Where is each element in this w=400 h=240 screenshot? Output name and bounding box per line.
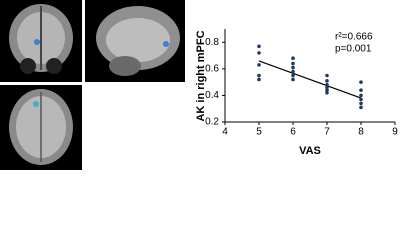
point bbox=[291, 73, 295, 78]
point bbox=[291, 61, 295, 66]
point bbox=[291, 65, 295, 70]
brain-sagittal bbox=[85, 0, 185, 82]
y-tick-label: 0.2 bbox=[205, 117, 219, 128]
x-tick-label: 9 bbox=[392, 127, 398, 138]
y-axis-label: AK in right mPFC bbox=[195, 30, 207, 121]
point bbox=[359, 93, 363, 98]
x-axis-label: VAS bbox=[299, 145, 321, 157]
point bbox=[257, 73, 261, 78]
y-tick-label: 0.4 bbox=[205, 90, 219, 101]
point bbox=[359, 101, 363, 106]
x-tick-label: 7 bbox=[324, 127, 330, 138]
x-tick-label: 8 bbox=[358, 127, 364, 138]
point bbox=[359, 88, 363, 92]
point bbox=[359, 105, 363, 110]
brain-axial bbox=[0, 85, 82, 170]
point bbox=[325, 90, 329, 95]
point bbox=[325, 79, 329, 83]
x-tick-label: 4 bbox=[222, 127, 228, 138]
y-tick-label: 0.8 bbox=[205, 37, 219, 48]
fit-line bbox=[258, 60, 362, 99]
point bbox=[257, 51, 261, 55]
figure: VAS AK in right mPFC r²=0.666 p=0.001 4 5… bbox=[0, 0, 398, 170]
point bbox=[291, 69, 295, 74]
point bbox=[325, 88, 329, 92]
point bbox=[257, 63, 261, 67]
x-tick-label: 6 bbox=[290, 127, 296, 138]
x-tick-label: 5 bbox=[256, 127, 262, 138]
point bbox=[257, 44, 261, 49]
point bbox=[359, 80, 363, 84]
point bbox=[325, 85, 329, 90]
point bbox=[359, 97, 363, 102]
y-tick-label: 0.6 bbox=[205, 63, 219, 74]
brain-coronal bbox=[0, 0, 82, 82]
point bbox=[291, 56, 295, 61]
point bbox=[325, 83, 329, 87]
point bbox=[291, 77, 295, 82]
annotation: r²=0.666 bbox=[335, 32, 373, 43]
annotation: p=0.001 bbox=[335, 44, 372, 55]
point bbox=[325, 73, 329, 78]
point bbox=[257, 77, 261, 82]
